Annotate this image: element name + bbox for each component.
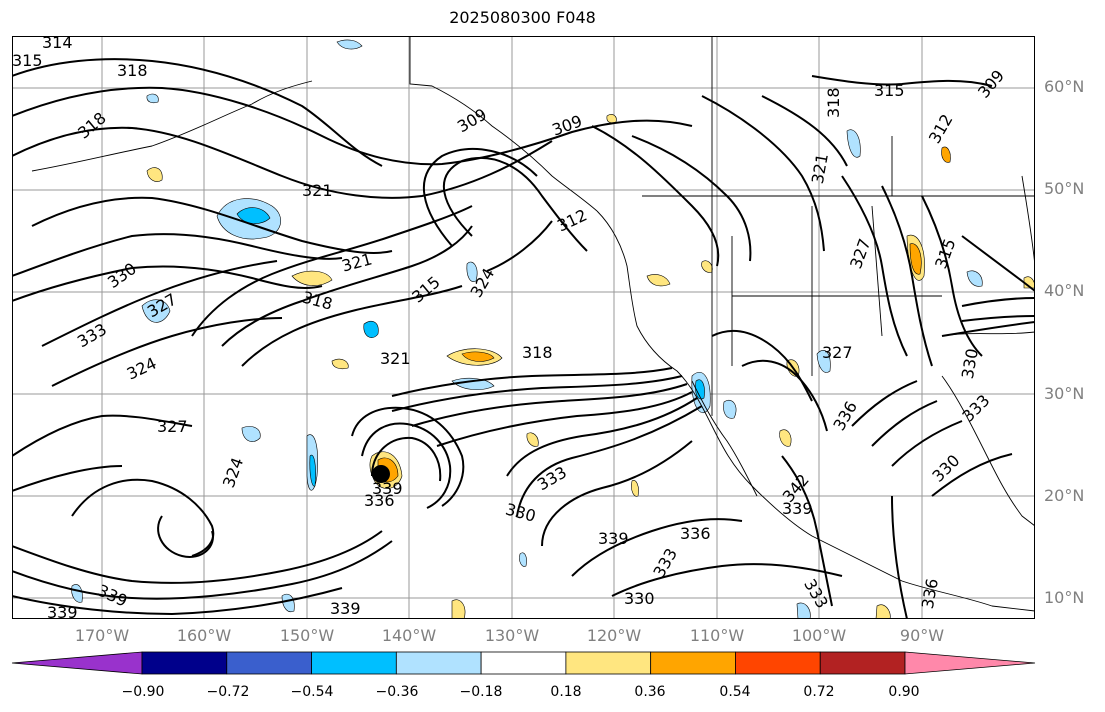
colorbar-tick-label: −0.90	[121, 684, 165, 700]
contour-label: 315	[874, 81, 905, 100]
contour-label: 327	[846, 236, 874, 271]
colorbar-tick-label: 0.90	[888, 684, 920, 700]
colorbar-bin	[226, 651, 312, 675]
colorbar-bin	[395, 651, 482, 675]
contour-label: 339	[95, 581, 131, 611]
colorbar-tick-label: 0.72	[803, 684, 835, 700]
lon-label: 120°W	[586, 626, 642, 645]
contour-label: 333	[649, 545, 681, 581]
contour-label: 318	[74, 108, 110, 142]
map-canvas: 314 315 318 318 321 330 327 333 324 327 …	[12, 36, 1035, 619]
lon-label: 150°W	[279, 626, 335, 645]
contour-label: 339	[372, 479, 403, 498]
contour-label: 339	[330, 599, 361, 618]
contour-label: 333	[958, 391, 993, 426]
contour-label: 339	[782, 499, 813, 518]
contour-label: 321	[302, 181, 333, 200]
colorbar-bin	[141, 651, 228, 675]
lat-label: 10°N	[1044, 588, 1085, 607]
contour-label: 336	[364, 491, 395, 510]
colorbar-bin	[650, 651, 736, 675]
colorbar-tick-label: −0.36	[375, 684, 419, 700]
coastlines	[31, 36, 1035, 612]
lat-label: 50°N	[1044, 179, 1085, 198]
theta-contours	[12, 58, 1035, 619]
contour-label: 315	[931, 236, 959, 271]
contour-label: 309	[549, 111, 584, 139]
lon-label: 130°W	[484, 626, 540, 645]
map-panel: 314 315 318 318 321 330 327 333 324 327 …	[12, 36, 1035, 619]
colorbar-extend-low	[11, 651, 143, 675]
contour-label: 321	[808, 152, 832, 185]
contour-label: 330	[104, 259, 140, 292]
contour-label: 309	[974, 66, 1008, 102]
contour-label: 312	[554, 205, 590, 235]
contour-label: 318	[824, 87, 843, 118]
lat-label: 60°N	[1044, 77, 1085, 96]
contour-label: 324	[124, 353, 160, 383]
colorbar-bin	[565, 651, 652, 675]
colorbar-tick-label: −0.54	[290, 684, 334, 700]
lon-label: 160°W	[176, 626, 232, 645]
contour-label: 324	[219, 455, 247, 490]
contour-label: 333	[534, 463, 570, 495]
colorbar-bin	[311, 651, 397, 675]
lon-label: 170°W	[74, 626, 130, 645]
contour-label: 314	[42, 36, 73, 52]
lon-label: 110°W	[689, 626, 745, 645]
contour-label: 333	[74, 320, 110, 352]
colorbar-tick-label: 0.36	[634, 684, 666, 700]
storm-center-marker	[372, 465, 390, 483]
contour-label: 327	[157, 417, 188, 436]
colorbar	[11, 651, 1036, 675]
map-frame	[12, 36, 1035, 619]
contour-label: 330	[958, 347, 982, 380]
contour-label: 309	[454, 105, 490, 137]
colorbar-bin	[480, 651, 567, 675]
contour-label: 330	[503, 499, 537, 525]
contour-label: 318	[522, 343, 553, 362]
contour-label: 321	[340, 249, 374, 275]
lon-label: 90°W	[899, 626, 945, 645]
colorbar-tick-label: 0.54	[719, 684, 751, 700]
contour-label: 315	[12, 51, 43, 70]
colorbar-extend-high	[904, 651, 1036, 675]
contour-label: 336	[829, 398, 861, 434]
contour-label: 339	[598, 529, 629, 548]
contour-label: 336	[918, 577, 942, 610]
colorbar-tick-label: −0.72	[206, 684, 250, 700]
contour-label: 330	[928, 451, 963, 486]
contour-label: 330	[624, 589, 655, 608]
contour-label: 336	[680, 524, 711, 543]
colorbar-bin	[819, 651, 906, 675]
contour-label: 312	[925, 111, 957, 147]
colorbar-bin	[735, 651, 821, 675]
contour-label-group: 314 315 318 318 321 330 327 333 324 327 …	[12, 36, 1008, 619]
lat-label: 30°N	[1044, 384, 1085, 403]
lon-label: 140°W	[381, 626, 437, 645]
contour-label: 339	[47, 603, 78, 619]
contour-label: 315	[408, 272, 444, 306]
contour-label: 327	[822, 343, 853, 362]
contour-label: 321	[380, 349, 411, 368]
colorbar-tick-label: 0.18	[550, 684, 582, 700]
plot-title: 2025080300 F048	[449, 8, 596, 27]
lat-label: 40°N	[1044, 281, 1085, 300]
contour-label: 318	[117, 61, 148, 80]
lat-label: 20°N	[1044, 486, 1085, 505]
colorbar-tick-label: −0.18	[459, 684, 503, 700]
lon-label: 100°W	[791, 626, 847, 645]
